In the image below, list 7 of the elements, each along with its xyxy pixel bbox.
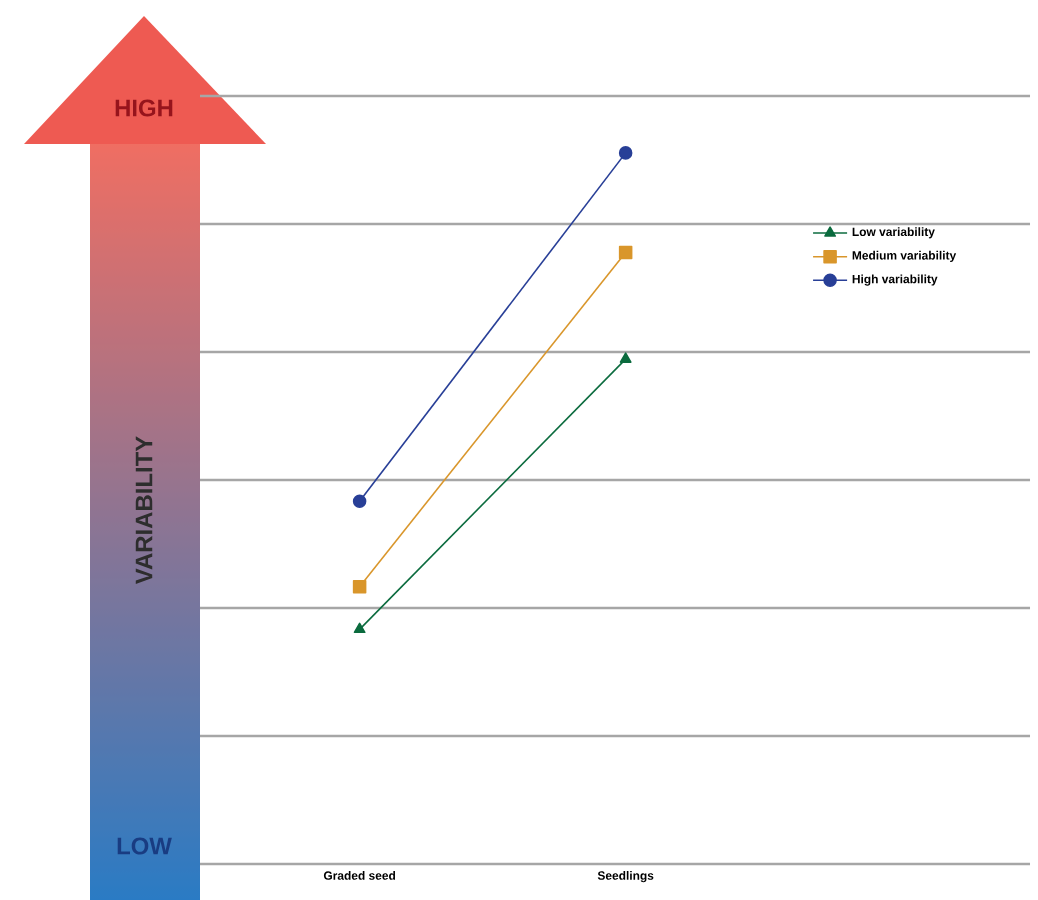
text: LOW <box>117 837 172 855</box>
point <box>618 146 633 160</box>
point <box>618 245 633 260</box>
point <box>352 579 367 594</box>
text: VARIABILITY <box>135 436 153 585</box>
point <box>352 494 367 509</box>
text: HIGH <box>115 99 173 117</box>
